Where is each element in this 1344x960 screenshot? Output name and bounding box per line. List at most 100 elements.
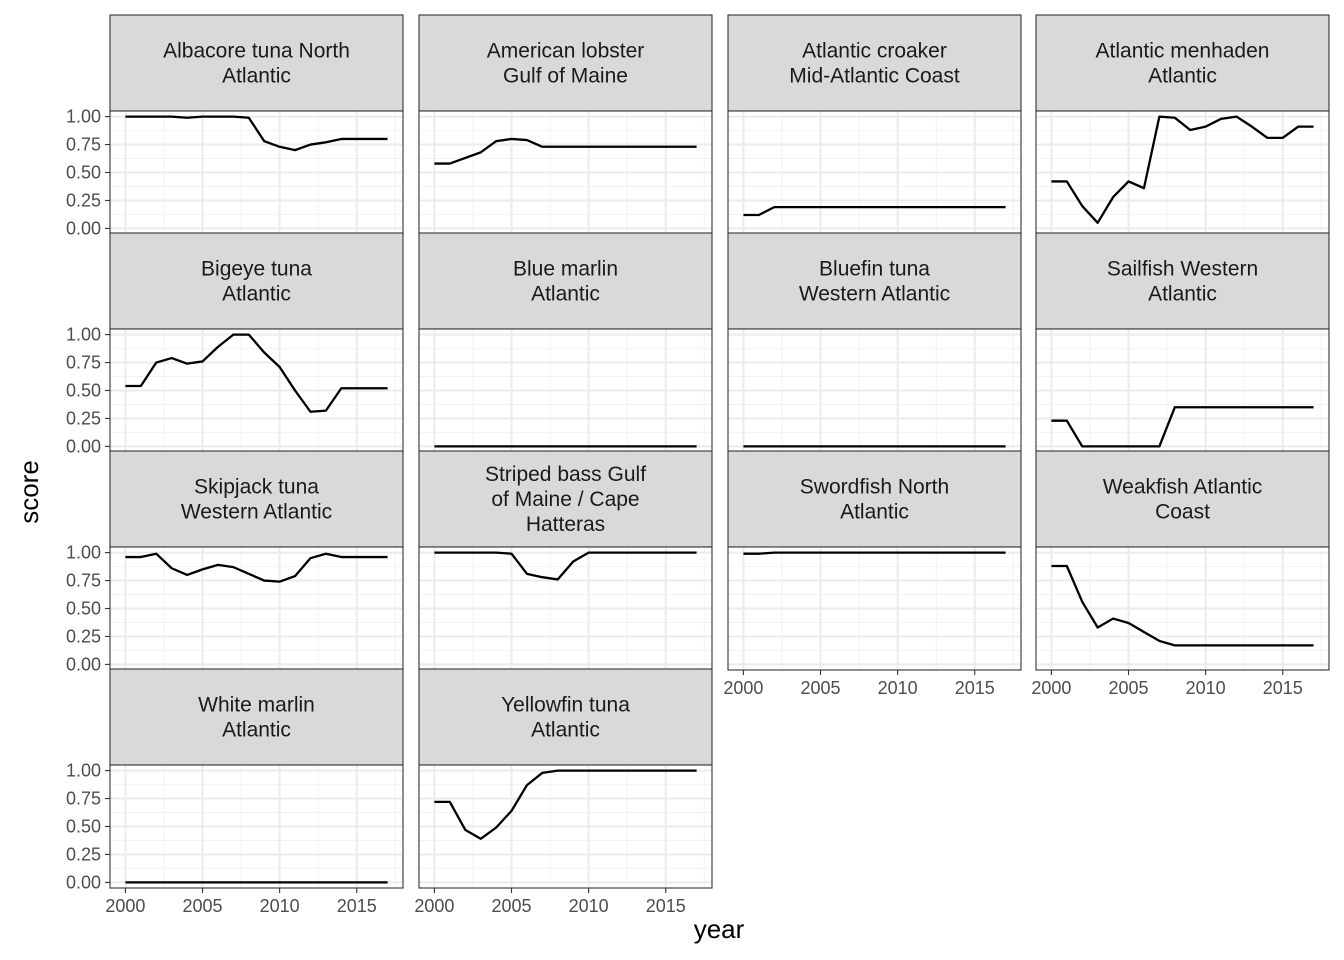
y-axis-title: score xyxy=(14,460,44,524)
strip-label: Bluefin tuna xyxy=(819,258,930,281)
strip-label: Atlantic xyxy=(531,719,600,742)
y-tick-label: 0.50 xyxy=(66,381,101,401)
strip-label: Coast xyxy=(1155,501,1210,524)
y-tick-label: 0.75 xyxy=(66,135,101,155)
x-tick-label: 2005 xyxy=(492,896,532,916)
strip-label: of Maine / Cape xyxy=(491,488,639,511)
panel-border xyxy=(727,546,1022,671)
strip-background xyxy=(418,232,713,330)
strip-label: American lobster xyxy=(487,40,645,63)
x-tick-label: 2000 xyxy=(414,896,454,916)
strip-label: Striped bass Gulf xyxy=(485,463,646,486)
y-tick-label: 0.25 xyxy=(66,626,101,646)
series-line xyxy=(125,552,388,583)
strip-label: Yellowfin tuna xyxy=(501,694,630,717)
strip-label: Bigeye tuna xyxy=(201,258,312,281)
strip-label: Atlantic xyxy=(222,719,291,742)
x-tick-label: 2010 xyxy=(260,896,300,916)
strip-label: Sailfish Western xyxy=(1107,258,1258,281)
panel-border xyxy=(418,764,713,889)
series-line xyxy=(125,333,388,413)
x-tick-label: 2015 xyxy=(337,896,377,916)
strip-background xyxy=(109,232,404,330)
strip-background xyxy=(418,450,713,548)
y-tick-label: 0.25 xyxy=(66,190,101,210)
strip-background xyxy=(1035,450,1330,548)
x-tick-label: 2005 xyxy=(801,678,841,698)
strip-label: White marlin xyxy=(198,694,315,717)
y-tick-label: 0.50 xyxy=(66,817,101,837)
x-tick-label: 2005 xyxy=(1109,678,1149,698)
y-tick-label: 0.75 xyxy=(66,789,101,809)
series-line xyxy=(1051,115,1314,224)
strip-label: Gulf of Maine xyxy=(503,65,628,88)
strip-label: Atlantic xyxy=(222,65,291,88)
strip-background xyxy=(1035,14,1330,112)
strip-background xyxy=(727,450,1022,548)
strip-background xyxy=(418,668,713,766)
strip-background xyxy=(109,14,404,112)
strip-label: Atlantic xyxy=(222,283,291,306)
y-tick-label: 0.00 xyxy=(66,218,101,238)
y-tick-label: 0.50 xyxy=(66,599,101,619)
y-tick-label: 0.25 xyxy=(66,844,101,864)
series-line xyxy=(743,551,1006,555)
y-tick-label: 1.00 xyxy=(66,325,101,345)
strip-label: Atlantic xyxy=(531,283,600,306)
strip-label: Atlantic menhaden xyxy=(1096,40,1270,63)
strip-label: Atlantic croaker xyxy=(802,40,947,63)
y-tick-label: 0.25 xyxy=(66,408,101,428)
series-line xyxy=(125,115,388,152)
series-line xyxy=(743,206,1006,217)
strip-label: Atlantic xyxy=(840,501,909,524)
series-line xyxy=(1051,564,1314,647)
y-tick-label: 0.00 xyxy=(66,872,101,892)
series-line xyxy=(1051,406,1314,448)
x-tick-label: 2010 xyxy=(569,896,609,916)
strip-background xyxy=(109,450,404,548)
strip-label: Skipjack tuna xyxy=(194,476,319,499)
strip-label: Mid-Atlantic Coast xyxy=(789,65,960,88)
series-line xyxy=(434,769,697,840)
strip-label: Hatteras xyxy=(526,513,605,536)
x-tick-label: 2000 xyxy=(105,896,145,916)
x-tick-label: 2015 xyxy=(646,896,686,916)
y-tick-label: 0.75 xyxy=(66,353,101,373)
strip-background xyxy=(418,14,713,112)
strip-label: Atlantic xyxy=(1148,283,1217,306)
series-line xyxy=(434,137,697,165)
strip-label: Blue marlin xyxy=(513,258,618,281)
panel-border xyxy=(1035,546,1330,671)
series-line xyxy=(434,551,697,581)
x-tick-label: 2005 xyxy=(183,896,223,916)
y-tick-label: 0.75 xyxy=(66,571,101,591)
y-tick-label: 0.00 xyxy=(66,436,101,456)
strip-label: Swordfish North xyxy=(800,476,949,499)
strip-label: Western Atlantic xyxy=(181,501,332,524)
x-axis-title: year xyxy=(694,914,745,944)
x-tick-label: 2015 xyxy=(955,678,995,698)
x-tick-label: 2015 xyxy=(1263,678,1303,698)
x-tick-label: 2010 xyxy=(878,678,918,698)
panels-container: Albacore tuna NorthAtlantic0.000.250.500… xyxy=(66,14,1330,916)
strip-background xyxy=(1035,232,1330,330)
strip-label: Albacore tuna North xyxy=(163,40,350,63)
strip-background xyxy=(109,668,404,766)
strip-background xyxy=(727,232,1022,330)
y-tick-label: 0.00 xyxy=(66,654,101,674)
